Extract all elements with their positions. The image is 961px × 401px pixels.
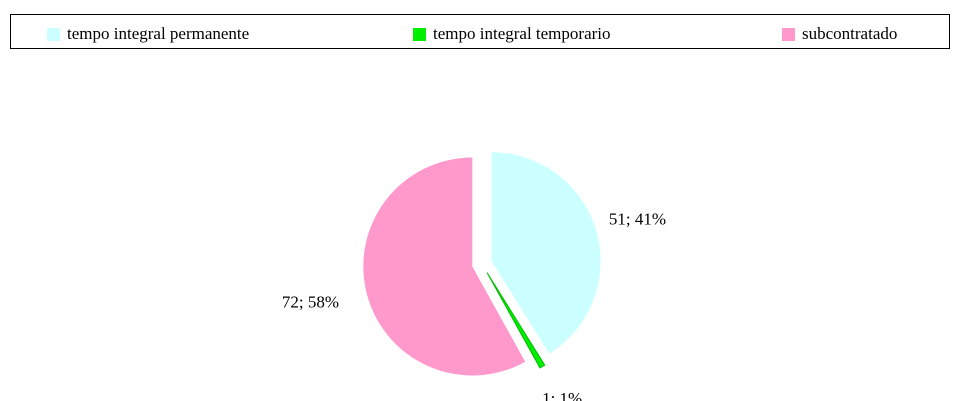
legend-swatch [782,28,795,41]
data-label: 51; 41% [609,209,666,228]
legend-label: tempo integral temporario [433,24,611,43]
legend-label: tempo integral permanente [67,24,249,43]
legend-swatch [47,28,60,41]
legend-label: subcontratado [802,24,897,43]
data-label: 1; 1% [542,389,582,401]
data-label: 72; 58% [282,293,339,312]
pie-slice [486,272,546,369]
pie-slice [363,157,526,376]
legend-swatch [413,28,426,41]
pie-slice [491,152,601,354]
